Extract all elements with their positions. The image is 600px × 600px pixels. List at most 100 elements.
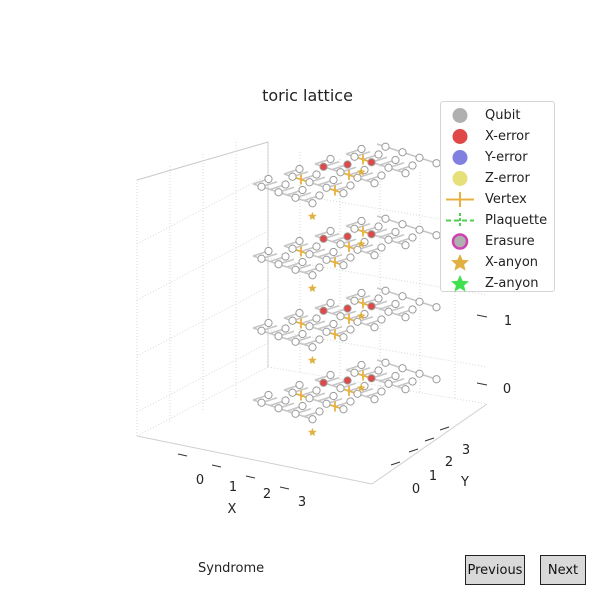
- y-tick-label: 1: [429, 469, 437, 484]
- qubit-point: [298, 257, 307, 267]
- y-tick-label: 0: [412, 482, 420, 497]
- x-tick-label: 0: [196, 473, 204, 488]
- qubit-point: [305, 322, 314, 331]
- z-tick-label: 1: [504, 314, 512, 329]
- qubit-point: [398, 220, 407, 229]
- qubit-point: [312, 170, 321, 179]
- qubit-point: [350, 152, 359, 161]
- qubit-point: [295, 380, 304, 390]
- qubit-point: [391, 155, 400, 165]
- legend-item-qubit: Qubit: [441, 105, 556, 126]
- qubit-point: [381, 142, 390, 151]
- x-anyon-star: [308, 427, 317, 436]
- qubit-point: [315, 263, 324, 272]
- z-error-marker-icon: [452, 171, 468, 186]
- qubit-point: [288, 388, 297, 397]
- qubit-point: [357, 360, 366, 370]
- qubit-point: [401, 313, 410, 322]
- qubit-point: [415, 297, 424, 306]
- qubit-point: [329, 391, 338, 401]
- qubit-point: [374, 150, 383, 159]
- legend-item-vertex: Vertex: [441, 189, 556, 210]
- x-error-point: [367, 230, 376, 239]
- qubit-point: [257, 254, 266, 263]
- qubit-point: [322, 255, 331, 264]
- legend-item-plaquette: Plaquette: [441, 210, 556, 231]
- qubit-point: [308, 271, 317, 280]
- legend-item-z-anyon: Z-anyon: [441, 273, 556, 294]
- qubit-point: [308, 199, 317, 208]
- legend: Qubit X-error Y-error Z-error Vertex Pla…: [440, 101, 555, 292]
- qubit-point: [398, 148, 407, 157]
- qubit-point: [408, 305, 417, 314]
- y-tick-mark: [424, 437, 435, 442]
- grid-line-z-left-2: [136, 230, 269, 301]
- qubit-point: [391, 371, 400, 381]
- x-error-point: [319, 378, 328, 387]
- qubit-point: [381, 358, 390, 367]
- x-error-point: [319, 306, 328, 315]
- qubit-point: [291, 193, 300, 202]
- qubit-point: [408, 161, 417, 170]
- next-button[interactable]: Next: [540, 555, 586, 585]
- x-tick-mark: [177, 453, 188, 457]
- qubit-point: [312, 386, 321, 395]
- legend-item-erasure: Erasure: [441, 231, 556, 252]
- previous-button[interactable]: Previous: [465, 555, 525, 585]
- x-anyon-star-icon: [451, 254, 469, 271]
- qubit-point: [353, 317, 362, 326]
- qubit-point: [346, 325, 355, 334]
- qubit-point: [401, 169, 410, 178]
- qubit-point: [322, 399, 331, 408]
- x-anyon-star: [356, 311, 366, 320]
- legend-item-y-error: Y-error: [441, 147, 556, 168]
- qubit-point: [398, 364, 407, 373]
- qubit-point: [401, 385, 410, 394]
- qubit-point: [274, 188, 283, 197]
- qubit-point: [329, 319, 338, 329]
- qubit-point: [322, 183, 331, 192]
- qubit-point: [281, 180, 290, 189]
- qubit-point: [370, 323, 379, 332]
- x-error-point: [319, 234, 328, 243]
- qubit-point: [264, 390, 273, 400]
- x-anyon-star: [308, 211, 317, 220]
- qubit-point: [398, 292, 407, 301]
- qubit-point: [329, 175, 338, 185]
- legend-item-x-anyon: X-anyon: [441, 252, 556, 273]
- qubit-point: [346, 253, 355, 262]
- x-tick-label: 2: [263, 487, 271, 502]
- qubit-point: [350, 224, 359, 233]
- qubit-point: [312, 242, 321, 251]
- qubit-marker-icon: [452, 108, 468, 123]
- qubit-point: [326, 370, 335, 380]
- x-axis-label: X: [228, 502, 237, 517]
- qubit-point: [370, 179, 379, 188]
- qubit-point: [305, 250, 314, 259]
- qubit-point: [312, 314, 321, 323]
- qubit-point: [350, 296, 359, 305]
- qubit-point: [288, 316, 297, 325]
- qubit-point: [329, 247, 338, 257]
- qubit-point: [381, 286, 390, 295]
- qubit-point: [370, 395, 379, 404]
- qubit-point: [374, 294, 383, 303]
- qubit-point: [401, 241, 410, 250]
- qubit-point: [377, 171, 386, 180]
- qubit-point: [264, 174, 273, 184]
- z-tick-label: 0: [503, 382, 511, 397]
- qubit-point: [408, 377, 417, 386]
- qubit-point: [315, 335, 324, 344]
- qubit-point: [305, 394, 314, 403]
- x-error-point: [367, 374, 376, 383]
- x-tick-mark: [211, 464, 222, 468]
- x-error-point: [343, 304, 352, 313]
- x-anyon-star: [308, 355, 317, 364]
- qubit-point: [357, 144, 366, 154]
- qubit-point: [336, 240, 345, 249]
- qubit-point: [391, 227, 400, 237]
- grid-floor-back-right: [267, 366, 488, 405]
- qubit-point: [353, 245, 362, 254]
- x-tick-label: 3: [298, 495, 306, 510]
- y-axis-label: Y: [460, 475, 469, 490]
